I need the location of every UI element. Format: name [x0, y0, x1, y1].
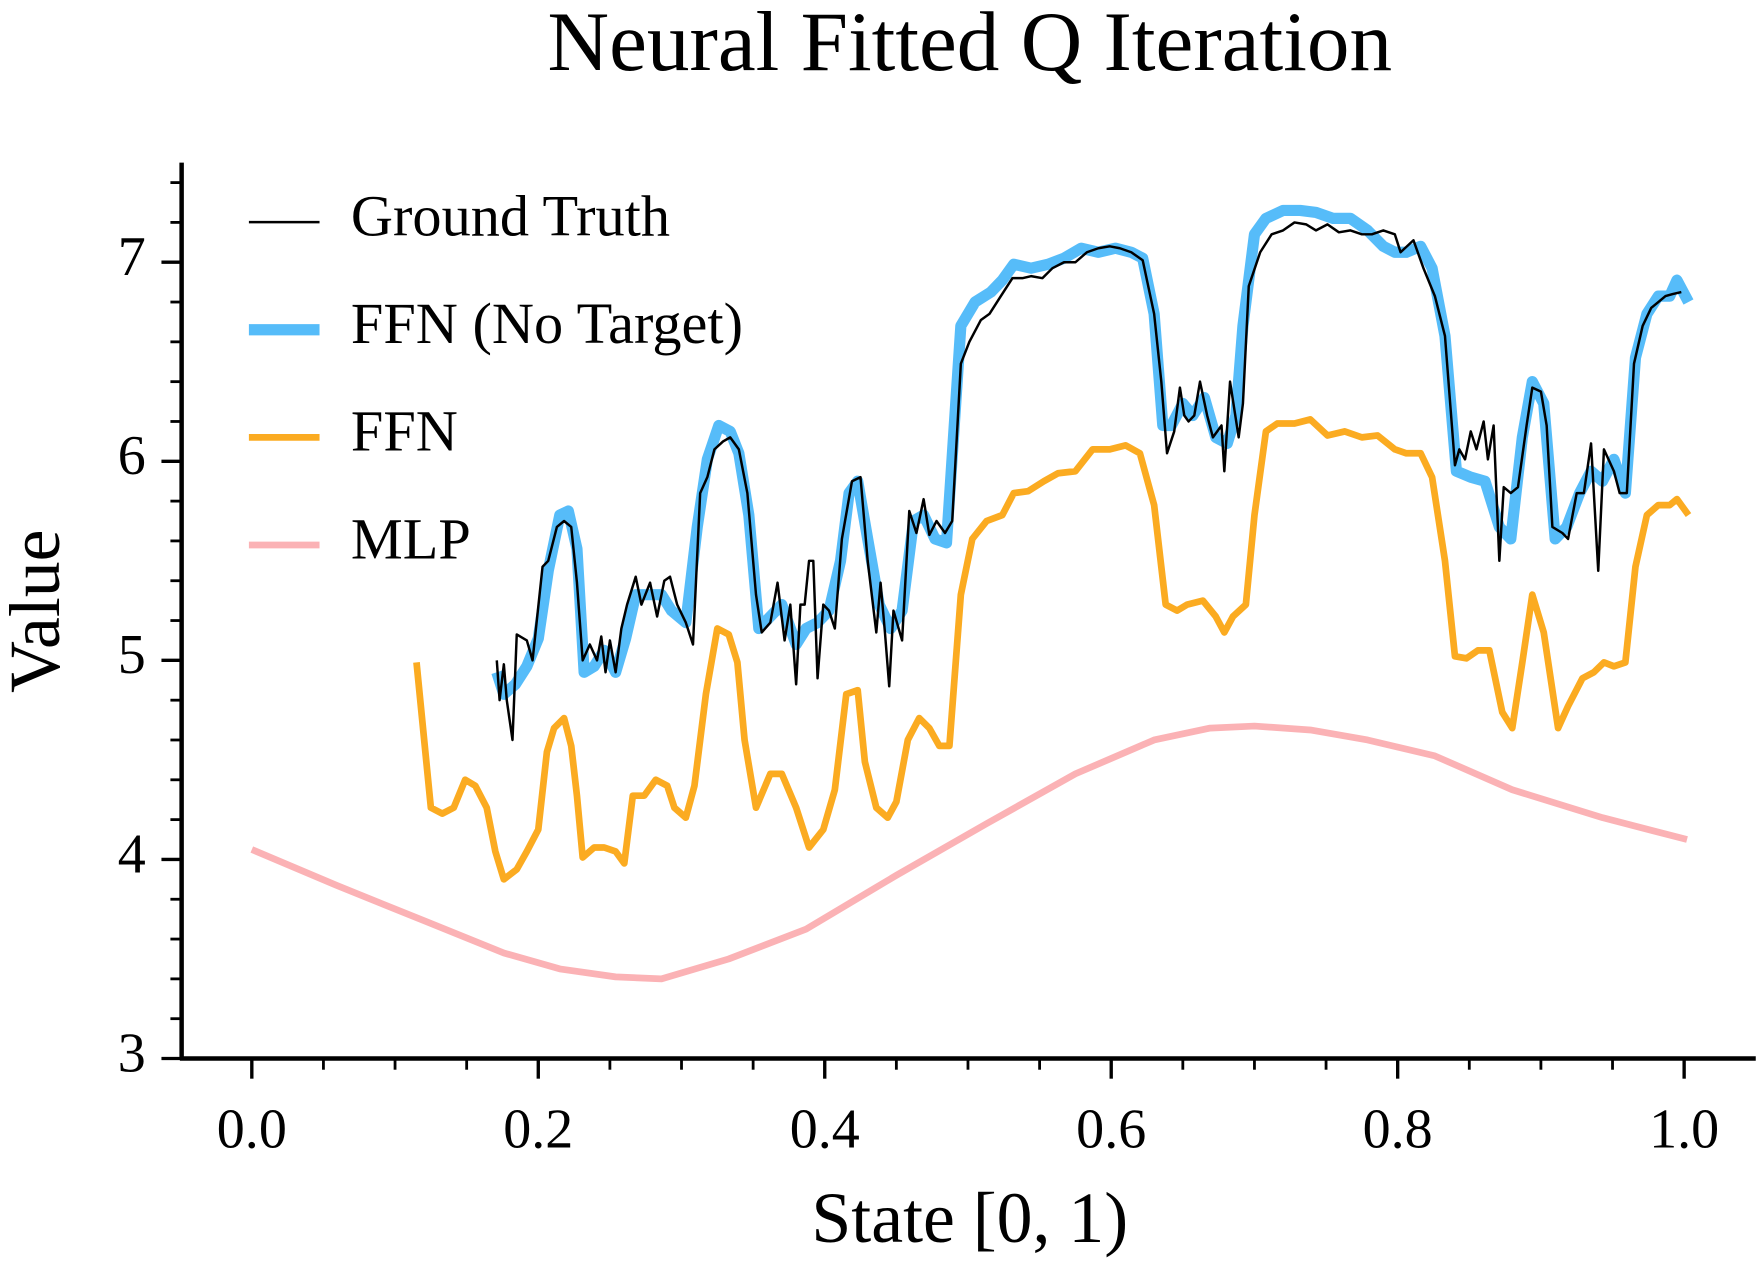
y-tick-label: 5 [118, 624, 146, 686]
series-line [250, 722, 1688, 983]
y-axis-label: Value [0, 529, 75, 692]
x-tick-label: 0.6 [1076, 1099, 1146, 1161]
legend-label: Ground Truth [351, 183, 670, 248]
y-tick-label: 4 [118, 823, 146, 885]
legend-label: MLP [351, 506, 471, 571]
legend-label: FFN [351, 399, 458, 464]
x-tick-label: 0.8 [1363, 1099, 1433, 1161]
series-line [413, 416, 1692, 883]
x-tick-label: 0.2 [503, 1099, 573, 1161]
y-tick-label: 6 [118, 425, 146, 487]
x-tick-label: 0.4 [790, 1099, 860, 1161]
series-line [491, 204, 1694, 700]
y-tick-label: 7 [118, 226, 146, 288]
series-line [495, 221, 1682, 742]
legend-label: FFN (No Target) [351, 291, 743, 356]
y-tick-label: 3 [118, 1022, 146, 1084]
chart-title: Neural Fitted Q Iteration [548, 0, 1393, 89]
x-tick-label: 0.0 [217, 1099, 287, 1161]
x-tick-label: 1.0 [1649, 1099, 1719, 1161]
x-axis-label: State [0, 1) [811, 1178, 1128, 1258]
